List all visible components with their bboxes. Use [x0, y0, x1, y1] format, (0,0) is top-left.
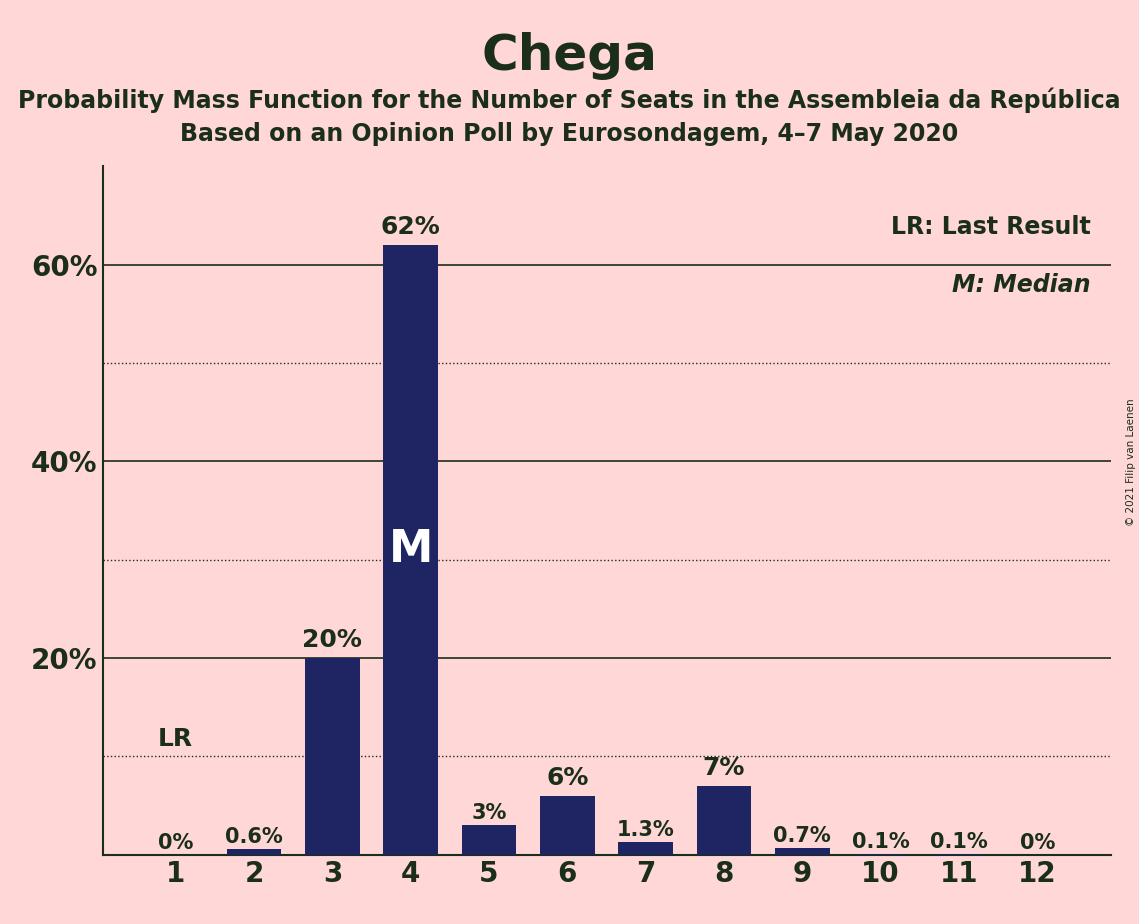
Text: 0.1%: 0.1%	[931, 832, 988, 852]
Bar	[540, 796, 595, 855]
Text: Probability Mass Function for the Number of Seats in the Assembleia da República: Probability Mass Function for the Number…	[18, 88, 1121, 114]
Text: 0.7%: 0.7%	[773, 826, 831, 845]
Text: 6%: 6%	[547, 766, 589, 790]
Text: 3%: 3%	[472, 803, 507, 823]
Text: M: M	[388, 529, 433, 571]
Bar	[853, 854, 908, 855]
Text: © 2021 Filip van Laenen: © 2021 Filip van Laenen	[1126, 398, 1136, 526]
Bar	[697, 785, 752, 855]
Bar	[227, 849, 281, 855]
Bar	[775, 848, 829, 855]
Bar	[932, 854, 986, 855]
Bar	[305, 658, 360, 855]
Text: 0%: 0%	[158, 833, 194, 853]
Text: 0.6%: 0.6%	[226, 827, 282, 846]
Text: 0%: 0%	[1019, 833, 1055, 853]
Text: LR: Last Result: LR: Last Result	[891, 214, 1090, 238]
Text: 62%: 62%	[380, 215, 441, 239]
Text: 1.3%: 1.3%	[617, 820, 674, 840]
Text: Chega: Chega	[482, 32, 657, 80]
Text: LR: LR	[158, 727, 194, 751]
Text: 7%: 7%	[703, 756, 745, 780]
Bar	[461, 825, 516, 855]
Text: M: Median: M: Median	[952, 273, 1090, 297]
Text: 0.1%: 0.1%	[852, 832, 910, 852]
Bar	[618, 842, 673, 855]
Text: Based on an Opinion Poll by Eurosondagem, 4–7 May 2020: Based on an Opinion Poll by Eurosondagem…	[180, 122, 959, 146]
Bar	[384, 245, 439, 855]
Text: 20%: 20%	[303, 628, 362, 652]
